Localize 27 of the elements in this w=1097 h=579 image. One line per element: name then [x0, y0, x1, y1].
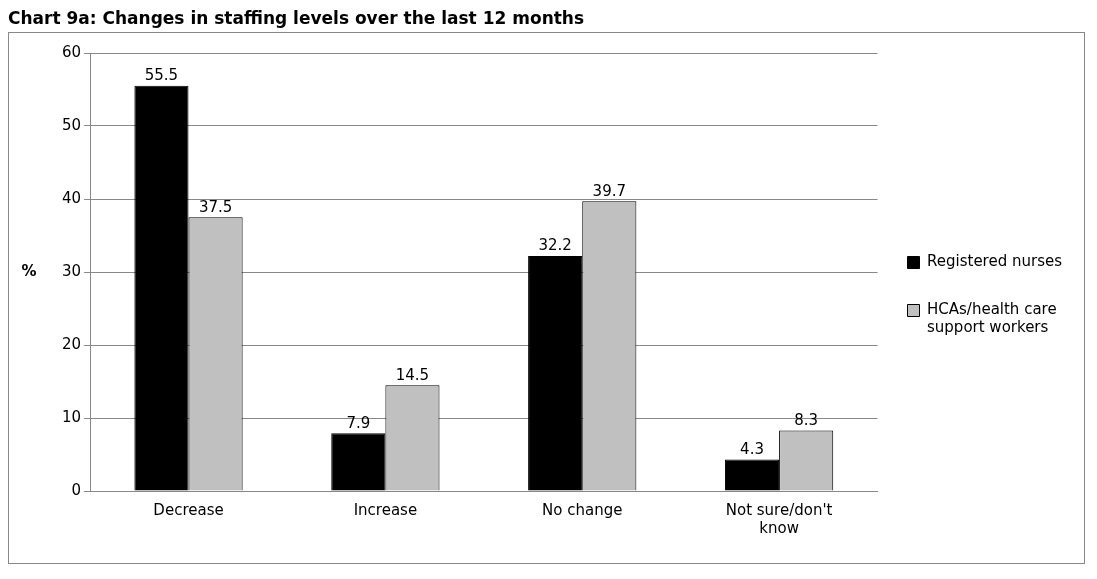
data-label: 8.3	[794, 410, 819, 429]
legend-label: Registered nurses	[927, 252, 1063, 271]
bar	[528, 255, 583, 491]
y-axis-title: %	[21, 261, 37, 280]
data-label: 14.5	[395, 365, 430, 384]
x-tick-label: Increase	[353, 500, 418, 519]
data-label: 32.2	[538, 236, 572, 255]
x-tick-label: No change	[542, 500, 623, 519]
data-label: 4.3	[740, 440, 764, 458]
bar	[134, 85, 189, 491]
y-tick-label: 0	[71, 480, 82, 499]
data-label: 7.9	[346, 413, 371, 432]
chart-title: Chart 9a: Changes in staffing levels over the last 12 months	[8, 8, 586, 28]
y-tick-label: 60	[61, 42, 82, 61]
y-tick-label: 10	[61, 407, 82, 426]
x-tick-label: Decrease	[153, 500, 224, 519]
bar	[331, 433, 386, 491]
y-tick-label: 20	[61, 334, 82, 353]
data-label: 37.5	[198, 197, 233, 216]
y-tick-label: 40	[61, 188, 82, 207]
x-tick-label: Not sure/don't know	[725, 500, 833, 537]
y-tick-label: 50	[61, 115, 82, 134]
data-label: 39.7	[592, 181, 626, 200]
data-label: 55.5	[144, 66, 179, 85]
legend-label: HCAs/health care support workers	[927, 300, 1057, 337]
y-tick-label: 30	[61, 261, 82, 280]
bar	[724, 459, 780, 491]
